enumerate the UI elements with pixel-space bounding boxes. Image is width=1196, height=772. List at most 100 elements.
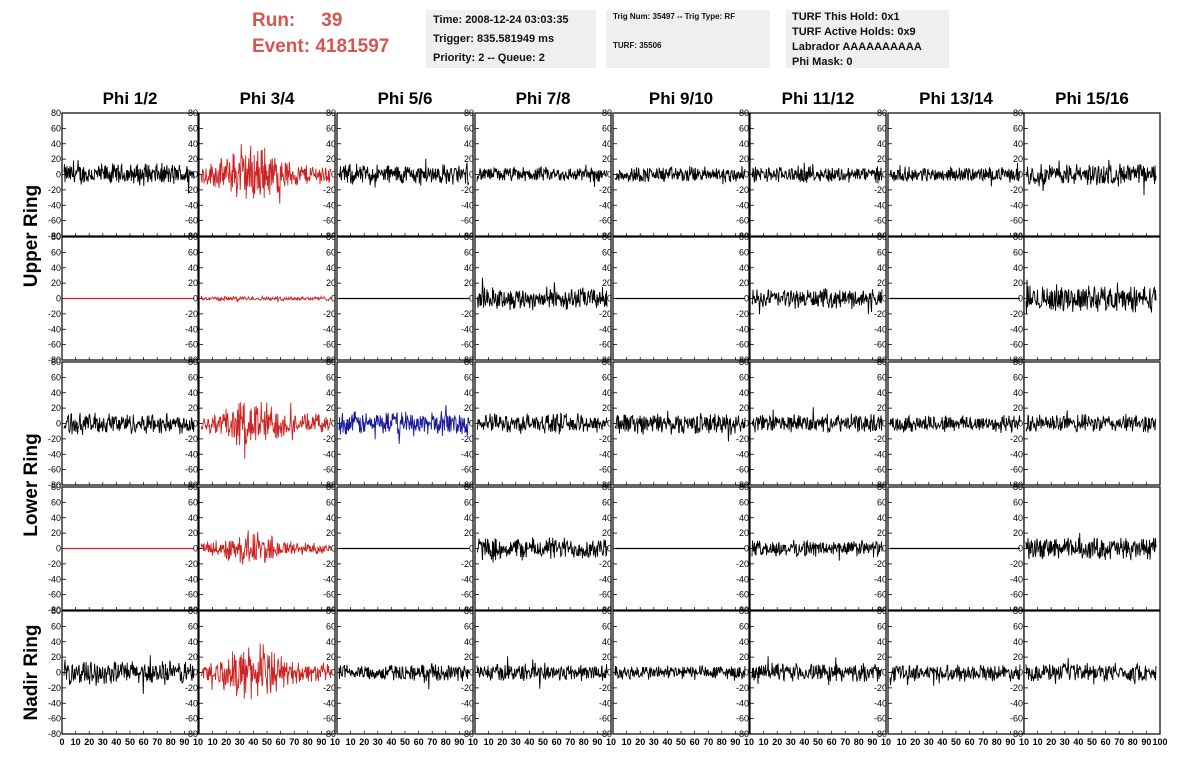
y-tick-label: 20 — [602, 528, 612, 538]
y-tick-label: -20 — [1010, 185, 1023, 195]
waveform-panel: 80 60 40 20 0 -20 -40 -60 -80 — [461, 482, 611, 615]
y-tick-label: 0 — [607, 419, 612, 429]
y-tick-label: 60 — [877, 247, 887, 257]
y-tick-label: 0 — [744, 419, 749, 429]
x-tick-label: 60 — [690, 737, 700, 747]
y-tick-label: 0 — [56, 419, 61, 429]
waveform-panel: 80 60 40 20 0 -20 -40 -60 -80 — [1010, 232, 1160, 365]
row-group-label: Nadir Ring — [21, 624, 42, 720]
y-tick-label: -60 — [323, 340, 336, 350]
y-tick-label: 40 — [188, 513, 198, 523]
y-tick-label: 80 — [1013, 606, 1023, 616]
y-tick-label: 0 — [607, 294, 612, 304]
y-tick-label: -60 — [736, 465, 749, 475]
y-tick-label: 60 — [464, 497, 474, 507]
y-tick-label: -20 — [736, 185, 749, 195]
y-tick-label: 80 — [877, 232, 887, 242]
y-tick-label: -40 — [323, 449, 336, 459]
waveform-panel: 80 60 40 20 0 -20 -40 -60 -80 — [874, 606, 1024, 739]
y-tick-label: -40 — [1010, 574, 1023, 584]
y-tick-label: 0 — [469, 419, 474, 429]
waveform-panel: 80 60 40 20 0 -20 -40 -60 -80 — [874, 482, 1024, 615]
x-tick-label: 60 — [139, 737, 149, 747]
y-tick-label: 0 — [744, 668, 749, 678]
x-tick-label: 30 — [511, 737, 521, 747]
waveform-panel: 80 60 40 20 0 -20 -40 -60 -80 — [185, 232, 335, 365]
x-tick-label: 10 — [1033, 737, 1043, 747]
x-tick-label: 20 — [221, 737, 231, 747]
y-tick-label: -20 — [323, 309, 336, 319]
y-tick-label: 60 — [51, 123, 61, 133]
x-tick-label: 50 — [125, 737, 135, 747]
y-tick-label: 0 — [331, 170, 336, 180]
column-header: Phi 13/14 — [919, 89, 993, 108]
y-tick-label: 20 — [602, 403, 612, 413]
x-tick-label: 10 — [897, 737, 907, 747]
x-tick-label: 70 — [703, 737, 713, 747]
y-tick-label: 20 — [877, 154, 887, 164]
x-tick-label: 10 — [468, 737, 478, 747]
y-tick-label: -40 — [874, 574, 887, 584]
y-tick-label: -60 — [185, 590, 198, 600]
x-tick-label: 50 — [538, 737, 548, 747]
y-tick-label: 20 — [1013, 154, 1023, 164]
y-tick-label: -20 — [323, 559, 336, 569]
y-tick-label: -20 — [1010, 434, 1023, 444]
y-tick-label: 80 — [326, 357, 336, 367]
y-tick-label: -40 — [48, 324, 61, 334]
waveform-panel: 80 60 40 20 0 -20 -40 -60 -80 — [736, 482, 886, 615]
x-tick-label: 30 — [98, 737, 108, 747]
y-tick-label: -40 — [599, 698, 612, 708]
waveform-panel: 80 60 40 20 0 -20 -40 -60 -80 — [323, 482, 473, 615]
y-tick-label: -20 — [874, 185, 887, 195]
y-tick-label: -60 — [48, 465, 61, 475]
y-tick-label: -20 — [185, 185, 198, 195]
y-tick-label: 60 — [877, 372, 887, 382]
waveform-panel: 80 60 40 20 0 -20 -40 -60 -80 — [323, 232, 473, 365]
y-tick-label: 40 — [464, 139, 474, 149]
x-tick-label: 70 — [152, 737, 162, 747]
y-tick-label: 80 — [739, 606, 749, 616]
y-tick-label: -20 — [461, 559, 474, 569]
y-tick-label: 60 — [326, 123, 336, 133]
y-tick-label: 80 — [1013, 108, 1023, 118]
y-tick-label: -40 — [185, 698, 198, 708]
y-tick-label: 60 — [188, 247, 198, 257]
column-header: Phi 1/2 — [103, 89, 158, 108]
y-tick-label: -60 — [874, 465, 887, 475]
y-tick-label: 40 — [877, 513, 887, 523]
y-tick-label: 40 — [51, 637, 61, 647]
y-tick-label: -40 — [461, 698, 474, 708]
x-tick-label: 30 — [1060, 737, 1070, 747]
y-tick-label: 80 — [464, 606, 474, 616]
x-tick-label: 10 — [622, 737, 632, 747]
y-tick-label: 20 — [739, 652, 749, 662]
y-tick-label: -20 — [599, 309, 612, 319]
y-tick-label: 80 — [602, 108, 612, 118]
y-tick-label: 80 — [464, 357, 474, 367]
y-tick-label: 60 — [188, 621, 198, 631]
x-tick-label: 0 — [59, 737, 64, 747]
y-tick-label: -20 — [736, 434, 749, 444]
y-tick-label: 40 — [602, 513, 612, 523]
waveform-panel: 80 60 40 20 0 -20 -40 -60 -80 — [185, 357, 335, 490]
y-tick-label: 60 — [602, 247, 612, 257]
x-tick-label: 70 — [427, 737, 437, 747]
y-tick-label: -60 — [874, 714, 887, 724]
x-tick-label: 80 — [1128, 737, 1138, 747]
y-tick-label: 60 — [877, 497, 887, 507]
y-tick-label: -40 — [736, 324, 749, 334]
y-tick-label: 80 — [602, 482, 612, 492]
y-tick-label: -20 — [461, 185, 474, 195]
y-tick-label: 40 — [464, 263, 474, 273]
y-tick-label: 0 — [744, 544, 749, 554]
y-tick-label: -40 — [185, 200, 198, 210]
y-tick-label: -20 — [185, 309, 198, 319]
y-tick-label: 60 — [326, 497, 336, 507]
y-tick-label: 0 — [882, 294, 887, 304]
y-tick-label: 60 — [739, 497, 749, 507]
waveform-panel: 80 60 40 20 0 -20 -40 -60 -80 — [599, 108, 749, 241]
x-tick-label: 60 — [827, 737, 837, 747]
y-tick-label: 0 — [331, 544, 336, 554]
y-tick-label: -60 — [323, 216, 336, 226]
